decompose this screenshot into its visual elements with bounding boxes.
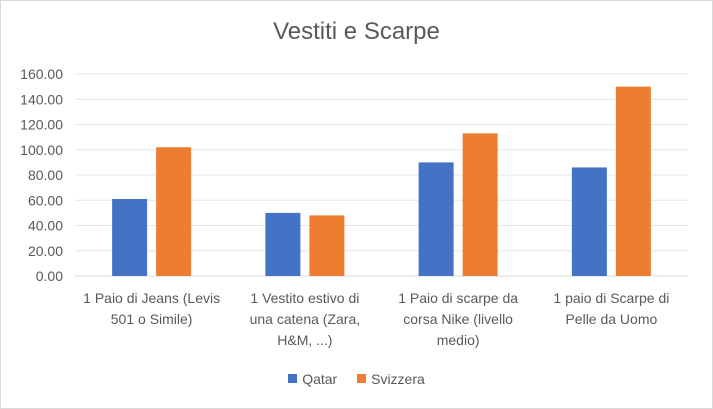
x-category-label-line: una catena (Zara, — [250, 311, 361, 327]
legend-item-qatar: Qatar — [288, 371, 337, 387]
x-category-label-line: 1 Paio di scarpe da — [398, 290, 518, 306]
y-tick-label: 20.00 — [28, 243, 63, 259]
bar-qatar-4 — [571, 167, 607, 276]
x-category-label-line: 1 paio di Scarpe di — [553, 290, 669, 306]
legend: Qatar Svizzera — [0, 370, 713, 387]
x-category-label: 1 Paio di scarpe da corsa Nike (livello me… — [398, 290, 518, 348]
x-category-label-line: 1 Paio di Jeans (Levis — [83, 290, 220, 306]
x-category-label: 1 paio di Scarpe di Pelle da Uomo — [553, 290, 669, 327]
x-category-label-line: H&M, ...) — [277, 332, 332, 348]
bar-qatar-2 — [265, 212, 301, 276]
chart-title: Vestiti e Scarpe — [273, 18, 440, 45]
bar-svizzera-3 — [462, 133, 498, 276]
x-category-label-line: medio) — [437, 332, 480, 348]
bar-svizzera-2 — [309, 215, 345, 276]
x-category-label: 1 Paio di Jeans (Levis 501 o Simile) — [83, 290, 220, 327]
bar-qatar-1 — [112, 198, 148, 276]
x-category-label-line: 1 Vestito estivo di — [250, 290, 359, 306]
x-category-label: 1 Vestito estivo di una catena (Zara, H&M,… — [250, 290, 361, 348]
y-tick-label: 100.00 — [20, 142, 63, 158]
y-tick-label: 0.00 — [36, 268, 63, 284]
bar-qatar-3 — [418, 162, 454, 276]
x-category-label-line: Pelle da Uomo — [565, 311, 657, 327]
x-category-label-line: corsa Nike (livello — [403, 311, 513, 327]
y-tick-label: 60.00 — [28, 192, 63, 208]
legend-item-svizzera: Svizzera — [357, 371, 425, 387]
bar-svizzera-4 — [615, 86, 651, 276]
bar-svizzera-1 — [156, 147, 192, 276]
legend-label-svizzera: Svizzera — [371, 370, 425, 387]
x-category-label-line: 501 o Simile) — [111, 311, 193, 327]
legend-label-qatar: Qatar — [302, 370, 338, 387]
y-tick-label: 80.00 — [28, 167, 63, 183]
legend-swatch-qatar — [288, 374, 298, 383]
y-tick-label: 160.00 — [20, 66, 63, 82]
y-tick-label: 40.00 — [28, 218, 63, 234]
y-tick-label: 140.00 — [20, 91, 63, 107]
legend-swatch-svizzera — [357, 374, 367, 383]
y-tick-label: 120.00 — [20, 117, 63, 133]
